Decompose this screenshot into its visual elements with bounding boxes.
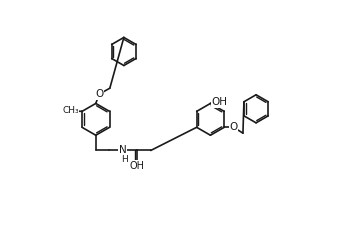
Text: CH₃: CH₃ (62, 106, 79, 115)
Text: H: H (121, 155, 127, 164)
Text: O: O (229, 122, 238, 132)
Text: OH: OH (212, 97, 228, 107)
Text: N: N (119, 146, 127, 155)
Text: O: O (70, 106, 79, 116)
Text: OH: OH (129, 161, 144, 171)
Text: O: O (95, 89, 103, 99)
Text: O: O (69, 106, 77, 116)
